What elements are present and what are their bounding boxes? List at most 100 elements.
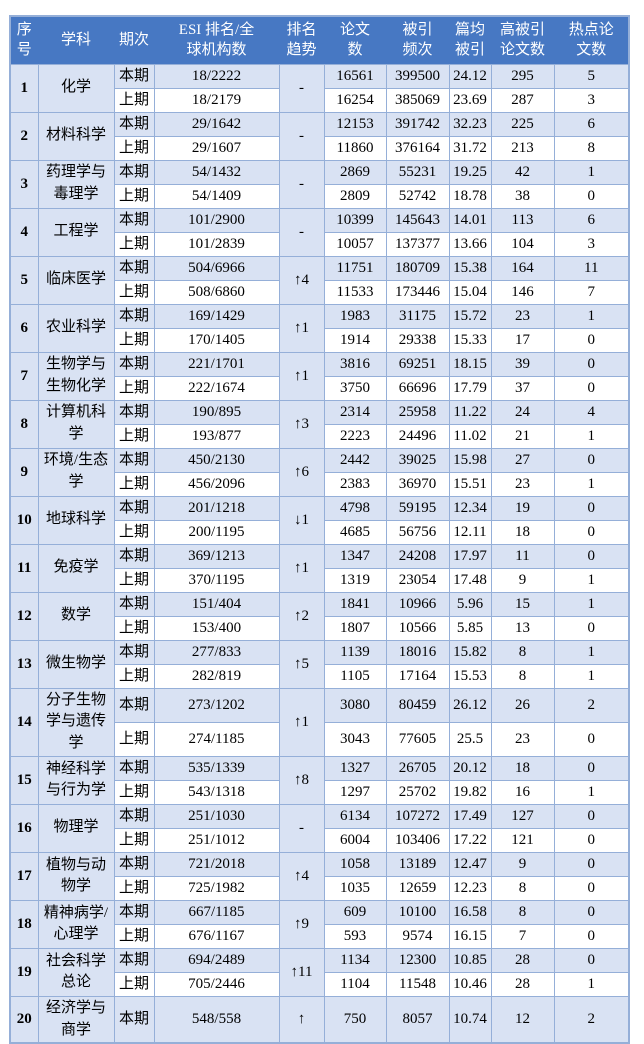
rank-cell: 200/1195 [153, 519, 280, 545]
period-cell: 上期 [113, 567, 155, 593]
table-row: 18 精神病学/心理学 本期 667/1185 ↑9 609 10100 16.58 8 0 [9, 899, 630, 949]
high-cited-cell: 18 [490, 519, 555, 545]
trend-cell: ↑6 [278, 447, 325, 497]
row-number-cell: 18 [9, 899, 39, 949]
hot-papers-cell: 1 [553, 567, 630, 593]
subject-cell: 计算机科学 [37, 399, 115, 449]
hot-papers-cell: 0 [553, 375, 630, 401]
period-cell: 本期 [113, 803, 155, 829]
papers-cell: 6134 [323, 803, 387, 829]
hot-papers-cell: 7 [553, 279, 630, 305]
avg-citations-cell: 23.69 [448, 87, 492, 113]
subject-cell: 数学 [37, 591, 115, 641]
trend-cell: ↑ [278, 995, 325, 1044]
table-body: 1 化学 本期 18/2222-16561 399500 24.12 295 5 上期 18/21… [9, 63, 630, 1044]
row-number-cell: 15 [9, 755, 39, 805]
high-cited-cell: 38 [490, 183, 555, 209]
avg-citations-cell: 15.98 [448, 447, 492, 473]
papers-cell: 16254 [323, 87, 387, 113]
citations-cell: 11548 [385, 971, 450, 997]
period-cell: 上期 [113, 971, 155, 997]
hot-papers-cell: 2 [553, 995, 630, 1044]
hot-papers-cell: 8 [553, 135, 630, 161]
table-row: 上期 274/1185 3043 77605 25.5 23 0 [10, 721, 630, 757]
period-cell: 上期 [113, 375, 155, 401]
high-cited-cell: 37 [490, 375, 555, 401]
rank-cell: 508/6860 [153, 279, 280, 305]
subject-cell: 植物与动物学 [37, 851, 115, 901]
period-cell: 上期 [113, 827, 155, 853]
high-cited-cell: 8 [490, 875, 555, 901]
papers-cell: 1139 [323, 639, 387, 665]
row-number-cell: 2 [9, 111, 39, 161]
row-number-cell: 5 [9, 255, 39, 305]
row-number-cell: 10 [9, 495, 39, 545]
citations-cell: 39025 [385, 447, 450, 473]
hot-papers-cell: 0 [553, 351, 630, 377]
high-cited-cell: 24 [490, 399, 555, 425]
header-serial-number: 序 号 [9, 15, 39, 65]
high-cited-cell: 16 [490, 779, 555, 805]
hot-papers-cell: 0 [553, 875, 630, 901]
period-cell: 本期 [113, 399, 155, 425]
period-cell: 上期 [113, 231, 155, 257]
rank-cell: 369/1213 [153, 543, 280, 569]
table-row: 上期 543/1318 1297 25702 19.82 16 1 [10, 779, 630, 805]
papers-cell: 4685 [323, 519, 387, 545]
papers-cell: 1105 [323, 663, 387, 689]
papers-cell: 2869 [323, 159, 387, 185]
table-row: 上期 18/2179 16254 385069 23.69 287 3 [10, 87, 630, 113]
avg-citations-cell: 15.53 [448, 663, 492, 689]
avg-citations-cell: 31.72 [448, 135, 492, 161]
trend-cell: ↑4 [278, 851, 325, 901]
trend-cell: ↑1 [278, 303, 325, 353]
rank-cell: 18/2179 [153, 87, 280, 113]
subject-cell: 社会科学总论 [37, 947, 115, 997]
period-cell: 本期 [113, 207, 155, 233]
avg-citations-cell: 20.12 [448, 755, 492, 781]
citations-cell: 137377 [385, 231, 450, 257]
citations-cell: 103406 [385, 827, 450, 853]
period-cell: 上期 [113, 279, 155, 305]
rank-cell: 221/1701 [153, 351, 280, 377]
period-cell: 上期 [113, 87, 155, 113]
high-cited-cell: 27 [490, 447, 555, 473]
row-number-cell: 14 [9, 687, 39, 757]
hot-papers-cell: 2 [553, 687, 630, 723]
header-paper-count: 论文 数 [323, 15, 387, 65]
avg-citations-cell: 5.85 [448, 615, 492, 641]
citations-cell: 12300 [385, 947, 450, 973]
avg-citations-cell: 15.82 [448, 639, 492, 665]
hot-papers-cell: 0 [553, 851, 630, 877]
table-row: 5 临床医学 本期 504/6966 ↑4 11751 180709 15.38 164 11 [9, 255, 630, 305]
period-cell: 上期 [113, 663, 155, 689]
period-cell: 上期 [113, 875, 155, 901]
avg-citations-cell: 5.96 [448, 591, 492, 617]
hot-papers-cell: 0 [553, 447, 630, 473]
papers-cell: 2442 [323, 447, 387, 473]
high-cited-cell: 17 [490, 327, 555, 353]
citations-cell: 180709 [385, 255, 450, 281]
rank-cell: 29/1607 [153, 135, 280, 161]
row-number-cell: 16 [9, 803, 39, 853]
rank-cell: 169/1429 [153, 303, 280, 329]
table-row: 上期 676/1167 593 9574 16.15 7 0 [10, 923, 630, 949]
trend-cell: ↑11 [278, 947, 325, 997]
high-cited-cell: 28 [490, 947, 555, 973]
papers-cell: 1807 [323, 615, 387, 641]
papers-cell: 4798 [323, 495, 387, 521]
papers-cell: 2223 [323, 423, 387, 449]
hot-papers-cell: 0 [553, 947, 630, 973]
period-cell: 本期 [113, 755, 155, 781]
citations-cell: 56756 [385, 519, 450, 545]
table-row: 20 经济学与商学 本期 548/558 ↑ 750 8057 10.74 12 2 [9, 995, 630, 1044]
rank-cell: 277/833 [153, 639, 280, 665]
period-cell: 上期 [113, 779, 155, 805]
period-cell: 本期 [113, 591, 155, 617]
citations-cell: 29338 [385, 327, 450, 353]
subject-cell: 分子生物学与遗传学 [37, 687, 115, 757]
papers-cell: 593 [323, 923, 387, 949]
papers-cell: 11751 [323, 255, 387, 281]
papers-cell: 1914 [323, 327, 387, 353]
row-number-cell: 19 [9, 947, 39, 997]
